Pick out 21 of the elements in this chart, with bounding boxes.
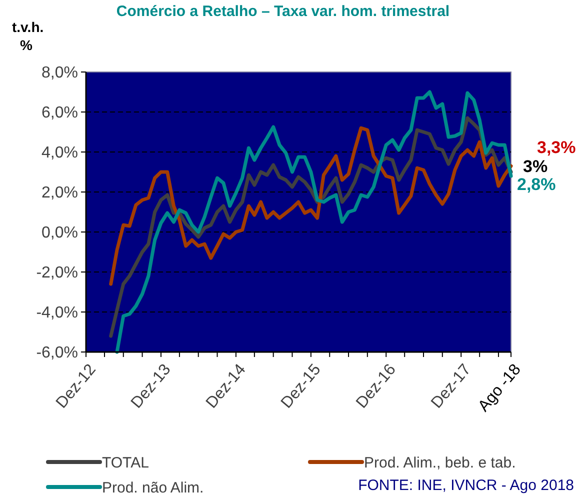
y-tick-label: 2,0%: [42, 184, 78, 202]
legend-label: Prod. não Alim.: [102, 479, 204, 496]
y-tick-label: 0,0%: [42, 224, 78, 242]
annotation: 3%: [523, 156, 548, 176]
annotation: 3,3%: [537, 138, 576, 157]
source-note: FONTE: INE, IVNCR - Ago 2018: [358, 477, 574, 494]
line-series: [109, 126, 513, 286]
chart-title: Comércio a Retalho – Taxa var. hom. trimestral: [116, 3, 450, 20]
x-tick-label: Ago -18: [475, 361, 524, 416]
y-tick-label: 8,0%: [42, 64, 78, 82]
y-tick-label: 4,0%: [42, 144, 78, 162]
legend-label: Prod. Alim., beb. e tab.: [364, 454, 516, 472]
y-tick-label: 6,0%: [42, 104, 78, 122]
legend-label: TOTAL: [102, 454, 149, 472]
line-series: [109, 116, 513, 338]
line-series: [115, 90, 513, 354]
y-tick-label: -6,0%: [36, 344, 78, 362]
y-tick-label: -2,0%: [36, 264, 78, 282]
annotation: 2,8%: [517, 174, 556, 194]
y-axis-title: t.v.h. %: [12, 19, 44, 53]
y-tick-label: -4,0%: [36, 304, 78, 322]
